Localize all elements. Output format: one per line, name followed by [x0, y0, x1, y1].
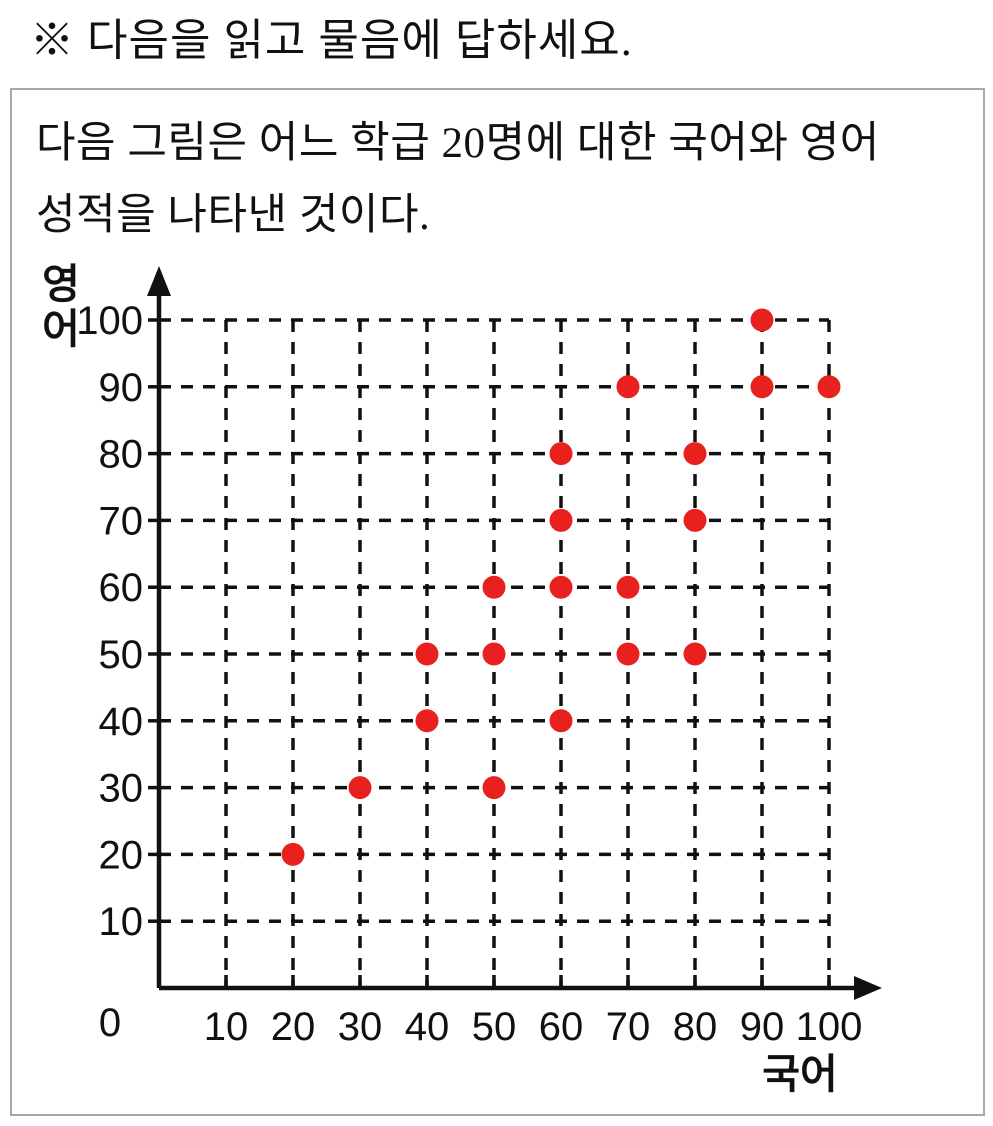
data-point: [549, 508, 573, 532]
data-point: [616, 375, 640, 399]
data-point: [750, 308, 774, 332]
x-tick-label: 90: [740, 1005, 785, 1049]
y-tick-label: 60: [99, 566, 144, 610]
x-axis-title: 국어: [762, 1051, 837, 1097]
data-point: [683, 442, 707, 466]
data-point: [549, 442, 573, 466]
y-tick-label: 80: [99, 433, 144, 477]
data-point: [817, 375, 841, 399]
data-point: [482, 776, 506, 800]
x-tick-label: 100: [796, 1005, 863, 1049]
data-point: [482, 642, 506, 666]
y-axis-arrow: [147, 266, 171, 296]
x-tick-label: 80: [673, 1005, 718, 1049]
x-tick-label: 60: [539, 1005, 584, 1049]
x-axis-arrow: [854, 976, 882, 1000]
data-point: [616, 642, 640, 666]
data-point: [683, 508, 707, 532]
x-tick-label: 30: [338, 1005, 383, 1049]
data-point: [415, 642, 439, 666]
data-point: [750, 375, 774, 399]
description-line-1: 다음 그림은 어느 학급 20명에 대한 국어와 영어: [36, 120, 880, 167]
data-point: [348, 776, 372, 800]
data-point: [549, 709, 573, 733]
y-axis-title-char: 영: [42, 261, 80, 307]
data-point: [482, 575, 506, 599]
x-tick-label: 40: [405, 1005, 450, 1049]
problem-card: 다음 그림은 어느 학급 20명에 대한 국어와 영어 성적을 나타낸 것이다.…: [10, 88, 985, 1116]
data-point: [415, 709, 439, 733]
y-tick-label: 90: [99, 366, 144, 410]
y-tick-label: 10: [99, 900, 144, 944]
y-tick-label: 40: [99, 700, 144, 744]
y-tick-label: 100: [76, 299, 143, 343]
x-tick-label: 70: [606, 1005, 651, 1049]
description-line-2: 성적을 나타낸 것이다.: [36, 192, 431, 239]
chart-area: 10 20 30 40 50 60 70 80 90 100 10 20 30 40 50 60 70 80 90 1…: [12, 256, 983, 1112]
y-tick-label: 30: [99, 767, 144, 811]
data-point: [281, 842, 305, 866]
data-point: [616, 575, 640, 599]
y-tick-label: 70: [99, 499, 144, 543]
axes: [156, 290, 860, 991]
instruction-text: ※ 다음을 읽고 물음에 답하세요.: [30, 16, 633, 65]
y-tick-label: 20: [99, 833, 144, 877]
origin-label: 0: [99, 1001, 121, 1045]
y-axis-title-char: 어: [42, 306, 80, 352]
x-tick-label: 50: [472, 1005, 517, 1049]
data-point: [549, 575, 573, 599]
data-point: [683, 642, 707, 666]
x-tick-label: 20: [271, 1005, 316, 1049]
x-tick-label: 10: [204, 1005, 249, 1049]
y-tick-label: 50: [99, 633, 144, 677]
data-points: [281, 308, 841, 866]
